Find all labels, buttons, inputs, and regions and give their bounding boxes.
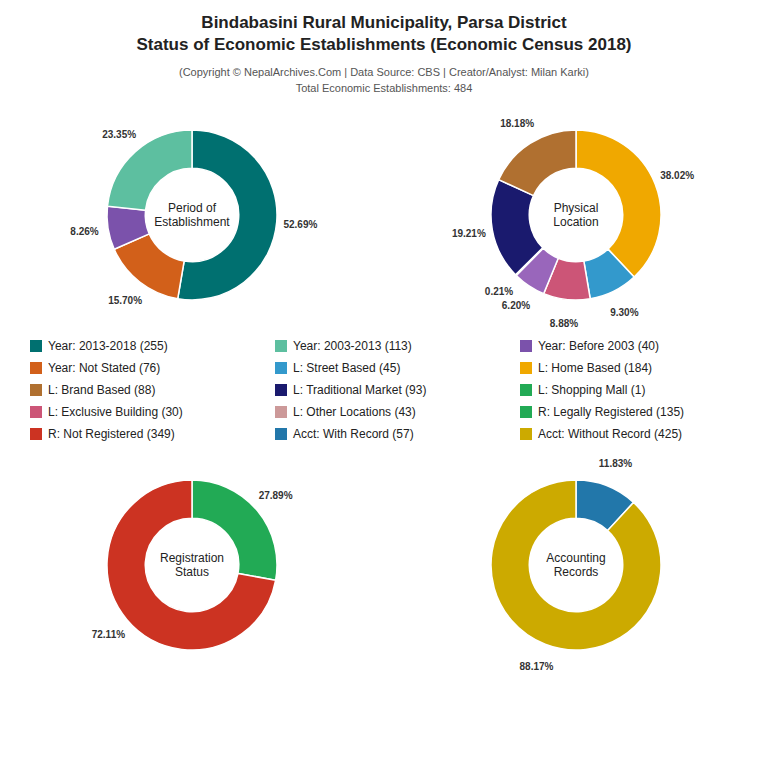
legend-swatch xyxy=(520,362,532,374)
legend-swatch xyxy=(275,384,287,396)
data-label: 15.70% xyxy=(108,295,142,306)
data-label: 72.11% xyxy=(92,629,125,640)
legend-swatch xyxy=(520,406,532,418)
legend-label: L: Other Locations (43) xyxy=(293,405,416,419)
donut xyxy=(107,480,277,650)
data-label: 38.02% xyxy=(660,170,694,181)
legend-label: Year: 2003-2013 (113) xyxy=(293,339,412,353)
data-label: 0.21% xyxy=(485,286,513,297)
title: Bindabasini Rural Municipality, Parsa Di… xyxy=(136,13,631,54)
legend-label: L: Brand Based (88) xyxy=(48,383,155,397)
legend-swatch xyxy=(30,384,42,396)
donut xyxy=(107,130,277,300)
data-labels: 38.02% 9.30% 8.88% 6.20% 0.21% 19.21% 18.18% xyxy=(452,118,694,329)
legend-swatch xyxy=(520,340,532,352)
legend-swatch xyxy=(275,406,287,418)
data-label: 19.21% xyxy=(452,228,486,239)
legend-swatch xyxy=(520,384,532,396)
legend-swatch xyxy=(275,362,287,374)
chart: Bindabasini Rural Municipality, Parsa Di… xyxy=(0,0,768,768)
wedge xyxy=(491,480,661,650)
center-label: AccountingRecords xyxy=(546,551,605,579)
data-label: 11.83% xyxy=(599,458,632,469)
background xyxy=(0,0,768,768)
center-label: Period ofEstablishment xyxy=(154,201,230,229)
data-label: 6.20% xyxy=(502,300,530,311)
legend-label: Year: Not Stated (76) xyxy=(48,361,160,375)
wedge xyxy=(107,130,192,210)
legend-swatch xyxy=(30,340,42,352)
data-label: 18.18% xyxy=(500,118,534,129)
data-label: 23.35% xyxy=(102,129,136,140)
legend: Year: 2013-2018 (255) Year: 2003-2013 (11… xyxy=(30,339,684,441)
legend-label: L: Street Based (45) xyxy=(293,361,400,375)
data-labels: 27.89% 72.11% xyxy=(92,490,293,640)
data-label: 8.26% xyxy=(70,226,98,237)
data-label: 27.89% xyxy=(259,490,293,501)
donut xyxy=(491,480,661,650)
wedge xyxy=(584,249,634,299)
data-label: 9.30% xyxy=(610,307,638,318)
data-label: 8.88% xyxy=(550,318,578,329)
legend-swatch xyxy=(30,406,42,418)
legend-label: Acct: Without Record (425) xyxy=(538,427,682,441)
legend-label: R: Not Registered (349) xyxy=(48,427,175,441)
data-label: 52.69% xyxy=(283,219,317,230)
wedge xyxy=(107,480,276,650)
legend-label: Year: Before 2003 (40) xyxy=(538,339,659,353)
legend-label: Year: 2013-2018 (255) xyxy=(48,339,168,353)
wedge xyxy=(499,130,576,196)
data-label: 88.17% xyxy=(520,661,554,672)
wedge xyxy=(107,206,149,249)
legend-label: R: Legally Registered (135) xyxy=(538,405,684,419)
legend-label: L: Shopping Mall (1) xyxy=(538,383,645,397)
legend-swatch xyxy=(520,428,532,440)
subtitle: (Copyright © NepalArchives.Com | Data So… xyxy=(179,66,589,94)
legend-label: Acct: With Record (57) xyxy=(293,427,414,441)
legend-swatch xyxy=(275,428,287,440)
legend-label: L: Exclusive Building (30) xyxy=(48,405,183,419)
legend-swatch xyxy=(30,362,42,374)
data-labels: 52.69% 15.70% 8.26% 23.35% xyxy=(70,129,317,307)
legend-label: L: Traditional Market (93) xyxy=(293,383,426,397)
data-labels: 11.83% 88.17% xyxy=(520,458,633,672)
donut xyxy=(491,130,661,300)
center-label: RegistrationStatus xyxy=(160,551,224,579)
center-label: PhysicalLocation xyxy=(553,201,598,229)
legend-label: L: Home Based (184) xyxy=(538,361,652,375)
legend-swatch xyxy=(30,428,42,440)
legend-swatch xyxy=(275,340,287,352)
